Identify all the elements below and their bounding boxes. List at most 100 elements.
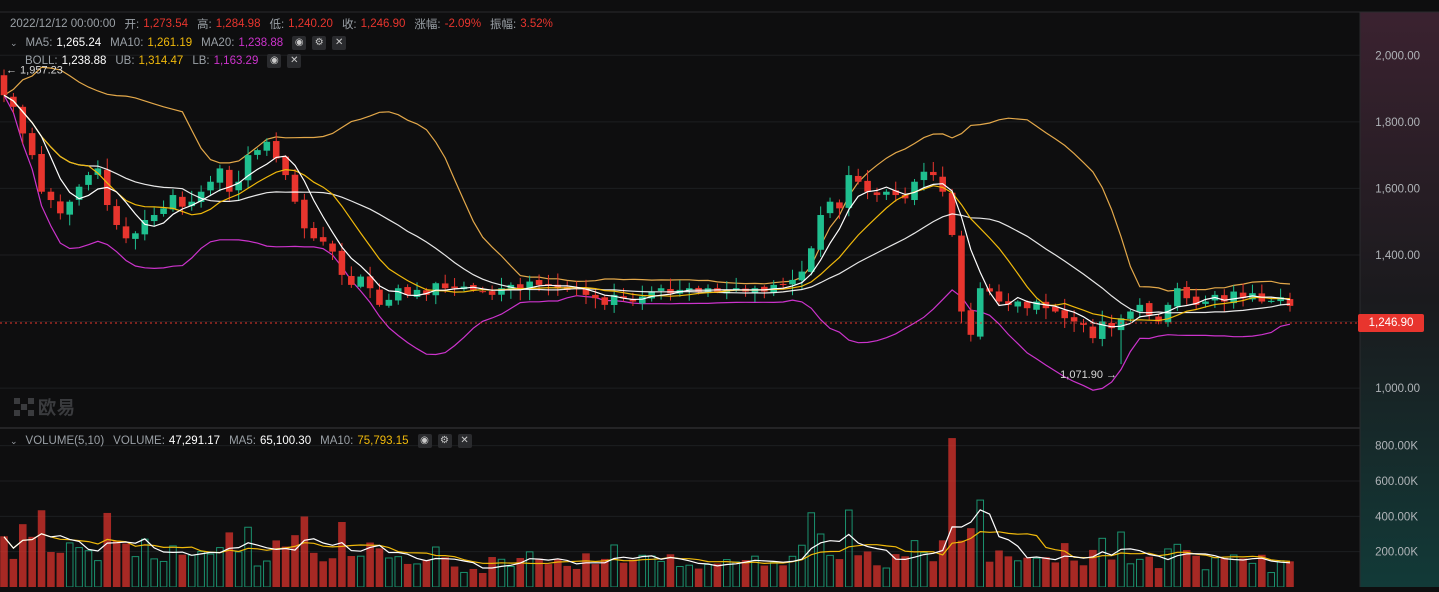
candle — [639, 285, 646, 310]
candle — [1042, 293, 1050, 320]
volume-bar — [1211, 557, 1219, 588]
volume-bar — [1023, 557, 1031, 588]
collapse-chevron-icon[interactable]: ⌄ — [10, 37, 18, 48]
candle — [432, 281, 440, 305]
candle — [1070, 310, 1078, 332]
candle — [291, 168, 299, 204]
candle-body — [1136, 304, 1144, 312]
candle-body — [150, 215, 158, 222]
volume-bar — [1107, 559, 1116, 588]
candle-body — [113, 206, 120, 225]
candle-body — [864, 180, 871, 192]
volume-bar — [272, 540, 281, 588]
ma10-label: MA10: — [110, 37, 144, 49]
volume-bar — [18, 524, 27, 588]
volume-settings-gear-icon[interactable]: ⚙ — [437, 434, 452, 448]
candle-body — [75, 186, 83, 200]
price-tick-label: 1,600.00 — [1375, 183, 1420, 195]
candle-body — [451, 286, 458, 289]
volume-bar — [619, 562, 628, 588]
candle-body — [47, 191, 55, 201]
candle — [357, 274, 364, 289]
boll-label: BOLL: — [25, 55, 58, 67]
volume-bar — [0, 536, 8, 588]
volume-tick-label: 200.00K — [1375, 547, 1418, 559]
volume-bar — [263, 560, 271, 588]
candle-body — [930, 171, 937, 176]
candle-body — [920, 171, 928, 181]
candle-body — [28, 133, 36, 156]
volume-collapse-chevron-icon[interactable]: ⌄ — [10, 435, 18, 446]
candle-body — [958, 235, 965, 312]
candle-body — [169, 195, 177, 210]
volume-bar — [910, 540, 919, 588]
volume-bar — [525, 551, 534, 588]
ma-settings-gear-icon[interactable]: ⚙ — [312, 36, 327, 50]
boll-visibility-eye-icon[interactable]: ◉ — [267, 54, 282, 68]
ma20-label: MA20: — [201, 37, 235, 49]
candle-body — [685, 288, 693, 291]
candle-body — [310, 227, 318, 239]
candle-body — [545, 284, 552, 286]
candle — [610, 283, 618, 313]
candle — [216, 164, 224, 192]
volume-bar — [1004, 556, 1013, 588]
ma5-line — [3, 94, 1291, 328]
volume-bar — [1182, 550, 1191, 588]
candle — [864, 169, 871, 200]
ma-visibility-eye-icon[interactable]: ◉ — [292, 36, 307, 50]
candle-body — [845, 175, 853, 208]
candle-body — [1286, 299, 1294, 306]
volume-bar — [835, 559, 844, 588]
candle-body — [986, 288, 993, 292]
moving-averages — [3, 94, 1291, 328]
volume-visibility-eye-icon[interactable]: ◉ — [417, 434, 432, 448]
candle-body — [1267, 300, 1275, 302]
volume-bar — [347, 556, 356, 588]
candle — [1014, 300, 1022, 313]
price-tick-label: 1,000.00 — [1375, 383, 1420, 395]
volume-bar — [741, 560, 750, 588]
candle — [122, 217, 130, 244]
candle — [348, 266, 355, 288]
volume-tick-label: 800.00K — [1375, 441, 1418, 453]
candle-body — [807, 248, 815, 272]
volume-bar — [1060, 543, 1069, 588]
candle — [836, 199, 843, 219]
volume-bar — [554, 559, 562, 588]
volume-close-icon[interactable]: ✕ — [457, 434, 472, 448]
candle-body — [1192, 296, 1200, 305]
candle-body — [385, 299, 393, 306]
candle-body — [836, 202, 843, 209]
volume-bar — [328, 558, 337, 588]
candle-body — [376, 289, 383, 305]
change-label: 涨幅: — [414, 19, 441, 31]
candle — [1258, 284, 1266, 304]
ma-close-icon[interactable]: ✕ — [332, 36, 347, 50]
candle — [225, 165, 233, 201]
candle — [845, 165, 853, 217]
candle — [1155, 313, 1162, 325]
volume-bar — [948, 438, 956, 588]
candle — [854, 168, 862, 185]
price-tick-label: 1,800.00 — [1375, 117, 1420, 129]
candle — [826, 197, 834, 219]
candle-body — [197, 191, 205, 202]
boll-close-icon[interactable]: ✕ — [287, 54, 302, 68]
candle-body — [761, 286, 768, 292]
volume-bar — [1126, 563, 1135, 588]
volume-bar — [441, 557, 449, 588]
candle — [761, 285, 768, 299]
volume-bar — [338, 522, 346, 588]
volume-bar — [1154, 568, 1163, 588]
lb-value: 1,163.29 — [213, 55, 259, 67]
candle — [507, 282, 515, 299]
candle-body — [179, 196, 186, 207]
candle-body — [873, 192, 881, 196]
volume-bar — [309, 552, 318, 588]
candle-body — [216, 168, 224, 183]
candle — [197, 185, 205, 208]
volume-bar — [779, 565, 787, 588]
